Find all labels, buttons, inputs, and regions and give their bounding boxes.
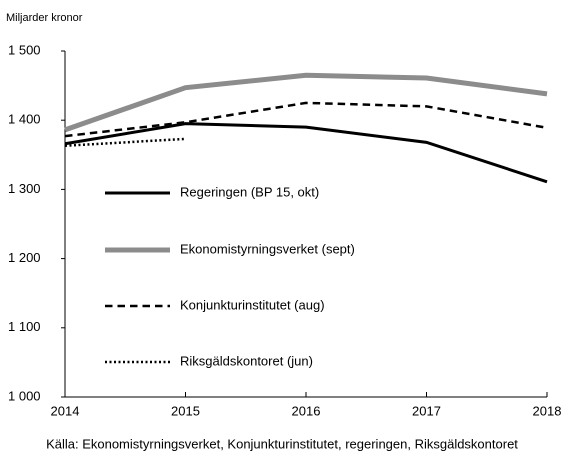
y-tick-label: 1 200 bbox=[8, 250, 41, 265]
source-note: Källa: Ekonomistyrningsverket, Konjunktu… bbox=[46, 436, 518, 451]
legend-label: Regeringen (BP 15, okt) bbox=[180, 184, 319, 199]
x-tick-label: 2018 bbox=[533, 403, 562, 418]
y-tick-label: 1 400 bbox=[8, 112, 41, 127]
legend-label: Konjunkturinstitutet (aug) bbox=[180, 297, 325, 312]
y-axis-label: Miljarder kronor bbox=[6, 12, 83, 24]
legend-label: Riksgäldskontoret (jun) bbox=[180, 353, 313, 368]
y-tick-label: 1 100 bbox=[8, 319, 41, 334]
x-tick-label: 2016 bbox=[292, 403, 321, 418]
series-line bbox=[64, 101, 548, 138]
series-line bbox=[64, 137, 186, 148]
legend-label: Ekonomistyrningsverket (sept) bbox=[180, 241, 355, 256]
y-tick-label: 1 500 bbox=[8, 42, 41, 57]
series-line bbox=[64, 72, 548, 133]
y-tick-label: 1 300 bbox=[8, 181, 41, 196]
x-tick-label: 2015 bbox=[171, 403, 200, 418]
y-tick-label: 1 000 bbox=[8, 388, 41, 403]
series-line bbox=[64, 122, 548, 184]
x-tick-label: 2017 bbox=[412, 403, 441, 418]
x-tick-label: 2014 bbox=[51, 403, 80, 418]
